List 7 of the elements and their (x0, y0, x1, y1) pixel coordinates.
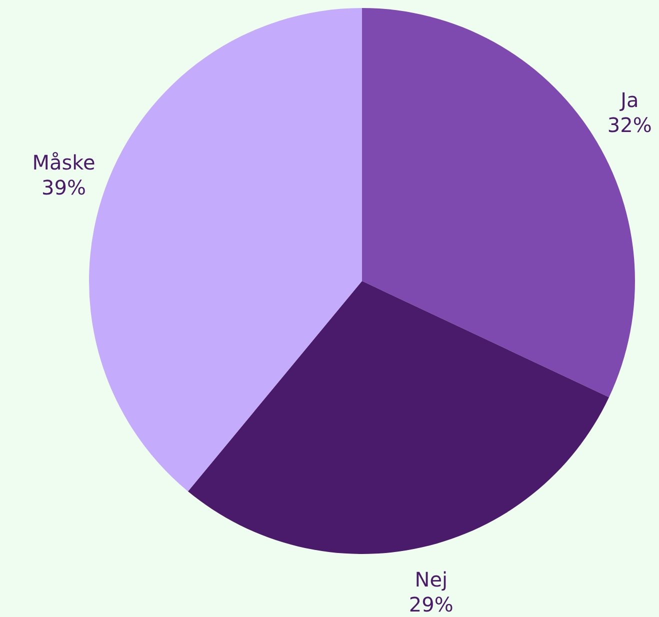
data-label: 39% (42, 176, 86, 200)
data-label: 32% (607, 113, 652, 138)
pie-slice (188, 281, 610, 554)
data-label: 29% (408, 592, 454, 616)
slice-label: Ja (618, 88, 639, 112)
slice-label: Måske (32, 150, 96, 175)
slice-label: Nej (414, 567, 448, 592)
